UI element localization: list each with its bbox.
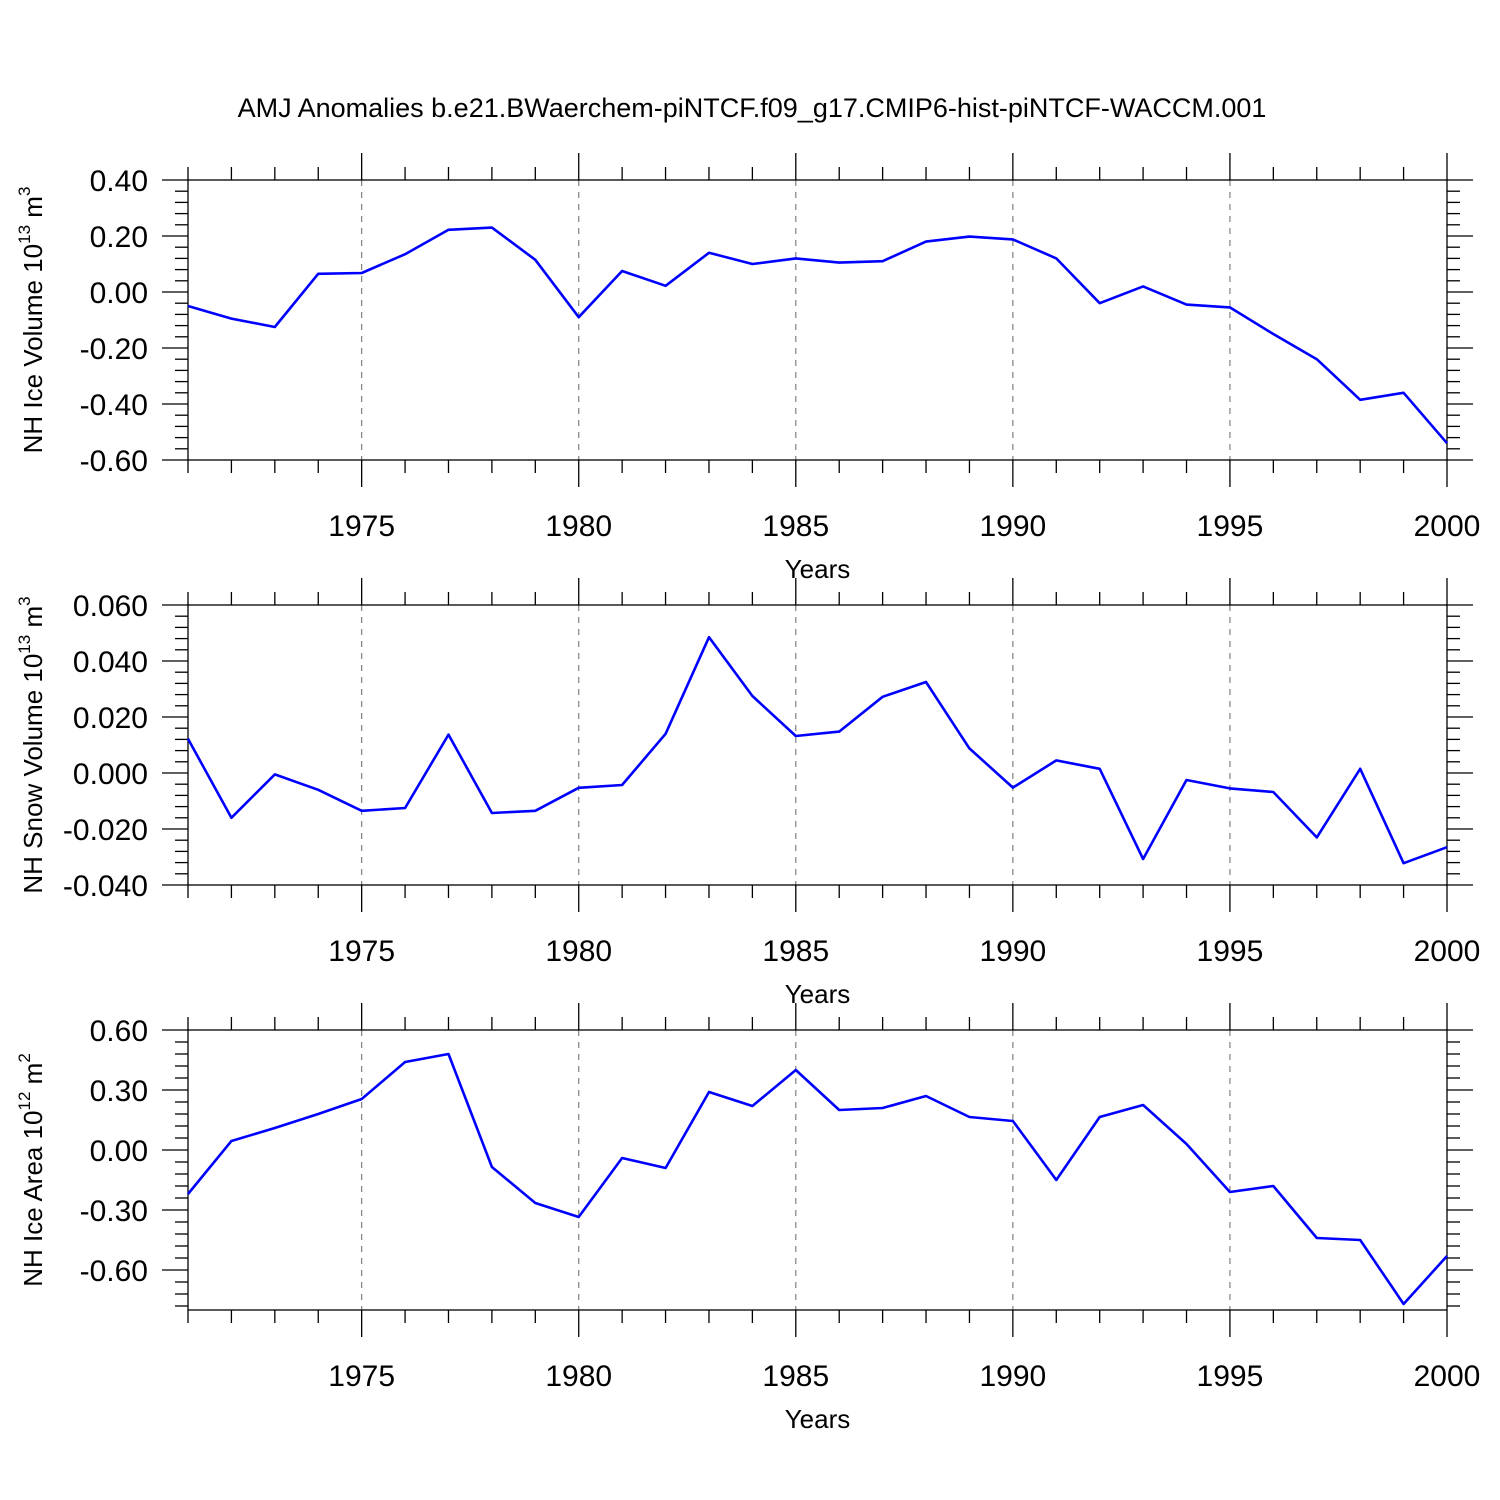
plot-frame [187, 179, 1448, 461]
y-tick-label: 0.040 [73, 646, 148, 679]
y-axis-label-exponent: 3 [15, 596, 34, 605]
panel-snow-volume: -0.040 -0.020 0.000 0.020 0.040 0.060 1975 1980… [15, 578, 1480, 1009]
x-tick-label: 1990 [979, 510, 1046, 543]
x-tick-label: 1975 [328, 510, 395, 543]
x-tick-label: 1985 [762, 935, 829, 968]
x-tick-label: 1985 [762, 1360, 829, 1393]
y-tick-label: 0.30 [90, 1075, 148, 1108]
series-line-ice-volume [187, 226, 1448, 445]
x-tick-label: 2000 [1414, 510, 1481, 543]
plot-frame [187, 604, 1448, 886]
y-axis-label-text: NH Snow Volume 10 [18, 654, 48, 894]
x-tick-label: 1995 [1197, 1360, 1264, 1393]
y-axis-label-text: m [18, 606, 48, 635]
series-line-snow-volume [186, 635, 1448, 865]
series-line-ice-area [186, 1052, 1448, 1306]
y-tick-label: -0.40 [80, 389, 148, 422]
y-axis-label-exponent: 13 [15, 635, 34, 654]
x-tick-label: 1980 [545, 935, 612, 968]
panel-ice-volume: -0.60 -0.40 -0.20 0.00 0.20 0.40 1975 1980 1985 1… [15, 153, 1480, 584]
x-axis-label: Years [785, 554, 851, 584]
y-axis-label-exponent: 12 [15, 1092, 34, 1111]
y-axis-label-text: NH Ice Area 10 [18, 1110, 48, 1286]
x-tick-label: 1980 [545, 1360, 612, 1393]
y-tick-label: 0.20 [90, 221, 148, 254]
y-axis-label-exponent: 13 [15, 225, 34, 244]
y-tick-label: 0.020 [73, 702, 148, 735]
x-tick-label: 1990 [979, 935, 1046, 968]
y-axis-label-text: m [18, 1063, 48, 1092]
x-tick-label: 2000 [1414, 1360, 1481, 1393]
y-tick-label: -0.30 [80, 1195, 148, 1228]
x-tick-label: 1990 [979, 1360, 1046, 1393]
y-tick-label: 0.060 [73, 590, 148, 623]
y-tick-label: -0.20 [80, 333, 148, 366]
y-tick-label: 0.40 [90, 165, 148, 198]
x-axis-label: Years [785, 979, 851, 1009]
y-tick-label: -0.020 [63, 814, 148, 847]
x-tick-label: 1975 [328, 1360, 395, 1393]
y-tick-label: 0.60 [90, 1015, 148, 1048]
plot-frame [187, 1029, 1448, 1311]
y-axis-label: NH Ice Volume 1013 m3 [15, 187, 48, 454]
y-tick-label: 0.000 [73, 758, 148, 791]
x-tick-label: 1975 [328, 935, 395, 968]
x-tick-label: 2000 [1414, 935, 1481, 968]
x-tick-label: 1995 [1197, 510, 1264, 543]
y-tick-label: 0.00 [90, 277, 148, 310]
y-axis-label-exponent: 2 [15, 1053, 34, 1062]
x-tick-label: 1995 [1197, 935, 1264, 968]
y-tick-label: -0.60 [80, 1255, 148, 1288]
panel-ice-area: -0.60 -0.30 0.00 0.30 0.60 1975 1980 1985 1990 19… [15, 1003, 1480, 1434]
y-tick-label: 0.00 [90, 1135, 148, 1168]
y-axis-label-text: m [18, 196, 48, 225]
y-tick-label: -0.040 [63, 870, 148, 903]
y-axis-label: NH Ice Area 1012 m2 [15, 1053, 48, 1287]
y-tick-label: -0.60 [80, 445, 148, 478]
y-axis-label-exponent: 3 [15, 187, 34, 196]
y-axis-label: NH Snow Volume 1013 m3 [15, 596, 48, 893]
x-tick-label: 1980 [545, 510, 612, 543]
x-axis-label: Years [785, 1404, 851, 1434]
y-axis-label-text: NH Ice Volume 10 [18, 244, 48, 454]
chart-title: AMJ Anomalies b.e21.BWaerchem-piNTCF.f09… [238, 93, 1267, 123]
x-tick-label: 1985 [762, 510, 829, 543]
